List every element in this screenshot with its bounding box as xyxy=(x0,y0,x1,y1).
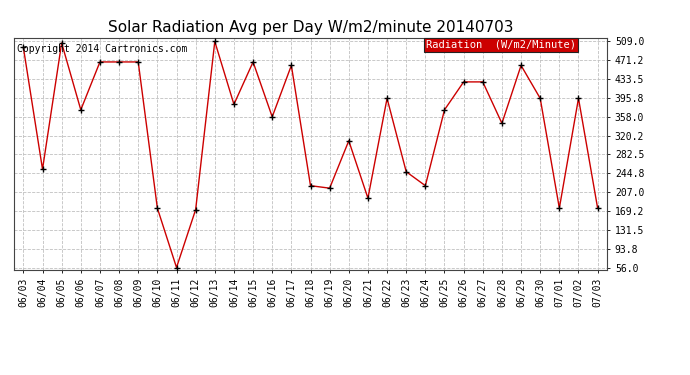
Text: Radiation  (W/m2/Minute): Radiation (W/m2/Minute) xyxy=(426,40,576,50)
Title: Solar Radiation Avg per Day W/m2/minute 20140703: Solar Radiation Avg per Day W/m2/minute … xyxy=(108,20,513,35)
Text: Copyright 2014 Cartronics.com: Copyright 2014 Cartronics.com xyxy=(17,45,187,54)
